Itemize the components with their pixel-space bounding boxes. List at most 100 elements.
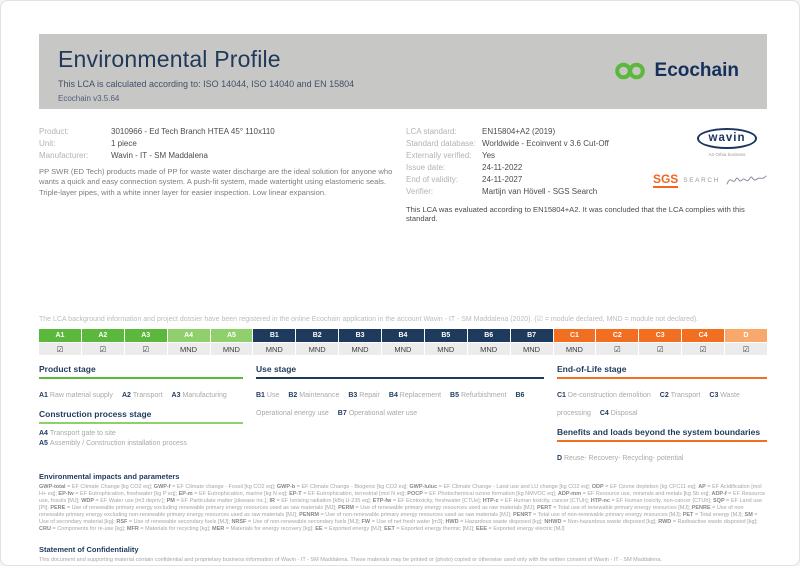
lca-info-label: Standard database: [406, 139, 476, 148]
stage-item-C1: C1 De-construction demolition [557, 392, 651, 399]
stage-section: Construction process stage A4 Transport g… [39, 409, 243, 448]
wavin-tagline: An Orbia business [708, 152, 746, 157]
lca-info-label: Issue date: [406, 163, 446, 172]
wavin-logo: wavin An Orbia business [687, 128, 767, 157]
module-status-B7: MND [510, 342, 554, 355]
stage-item-A3: A3 Manufacturing [171, 392, 227, 399]
lca-info-row: Issue date: 24-11-2022 [406, 162, 767, 174]
stage-item-D: D Reuse- Recovery- Recycling- potential [557, 455, 684, 462]
stage-item-C4: C4 Disposal [599, 410, 638, 417]
module-header-A3: A3 [124, 329, 168, 342]
lca-info-label: Externally verified: [406, 151, 472, 160]
stage-section: Product stage A1 Raw material supply A2 Tr… [39, 364, 243, 402]
module-header-C4: C4 [682, 329, 725, 342]
lca-info-value: 24-11-2027 [482, 175, 523, 184]
stage-section-title: Use stage [256, 364, 544, 379]
lca-info-block: LCA standard: EN15804+A2 (2019) Standard d… [406, 126, 767, 223]
stage-column-3: End-of-Life stage C1 De-construction demo… [557, 364, 767, 465]
stage-items: A1 Raw material supply A2 Transport A3 Man… [39, 384, 243, 402]
module-header-D: D [725, 329, 767, 342]
stage-item-B7: B7 Operational water use [337, 410, 418, 417]
app-version: Ecochain v3.5.64 [58, 94, 120, 103]
stage-item-B5: B5 Refurbishment [450, 392, 507, 399]
product-info-row: Manufacturer: Wavin - IT - SM Maddalena [39, 150, 406, 162]
stage-section: End-of-Life stage C1 De-construction demo… [557, 364, 767, 420]
module-status-C3: ☑ [639, 342, 683, 355]
lca-info-table: LCA standard: EN15804+A2 (2019) Standard d… [406, 126, 767, 198]
stage-section-title: Product stage [39, 364, 243, 379]
module-status-C4: ☑ [682, 342, 725, 355]
lca-info-label: End of validity: [406, 175, 459, 184]
header-subtitle: This LCA is calculated according to: ISO… [58, 79, 355, 89]
product-info-value: Wavin - IT - SM Maddalena [111, 151, 208, 160]
stage-section-title: Construction process stage [39, 409, 243, 424]
stage-item-B6: B6 Operational energy use [256, 392, 525, 417]
module-header-A2: A2 [81, 329, 125, 342]
stage-item-B1: B1 Use [256, 392, 280, 399]
module-header-A5: A5 [210, 329, 254, 342]
ecochain-logo-text: Ecochain [654, 60, 739, 81]
lca-info-label: Verifier: [406, 187, 434, 196]
stage-items: A4 Transport gate to site A5 Assembly / C… [39, 429, 243, 448]
lca-info-row: Standard database: Worldwide - Ecoinvent … [406, 138, 767, 150]
stage-section-title: End-of-Life stage [557, 364, 767, 379]
module-header-B7: B7 [510, 329, 554, 342]
module-status-A5: MND [210, 342, 254, 355]
module-status-A3: ☑ [124, 342, 168, 355]
module-status-C1: MND [553, 342, 597, 355]
header-band: Environmental Profile This LCA is calcul… [39, 34, 767, 109]
module-status-B5: MND [424, 342, 468, 355]
ecochain-infinity-icon [614, 62, 645, 80]
impacts-title: Environmental impacts and parameters [39, 472, 180, 481]
module-header-A4: A4 [167, 329, 211, 342]
confidentiality-text: This document and supporting material co… [39, 557, 662, 563]
verifier-signature-icon [726, 175, 767, 185]
module-header-C3: C3 [639, 329, 683, 342]
confidentiality-title: Statement of Confidentiality [39, 545, 139, 554]
stage-item-A4: A4 Transport gate to site [39, 430, 116, 437]
sgs-logo-text: SGS [652, 171, 679, 188]
page-title: Environmental Profile [58, 46, 281, 72]
module-header-A1: A1 [39, 329, 82, 342]
product-info-label: Product: [39, 127, 69, 136]
module-header-B6: B6 [467, 329, 511, 342]
module-status-B2: MND [296, 342, 340, 355]
stage-item-A5: A5 Assembly / Construction installation … [39, 439, 187, 447]
product-description: PP SWR (ED Tech) products made of PP for… [39, 167, 393, 197]
impacts-section: Environmental impacts and parameters GWP… [39, 472, 767, 533]
sgs-search-logo: SGS SEARCH [632, 172, 767, 188]
stage-column-1: Product stage A1 Raw material supply A2 Tr… [39, 364, 243, 465]
module-status-D: ☑ [725, 342, 767, 355]
registration-note: The LCA background information and proje… [39, 316, 699, 323]
lca-info-value: EN15804+A2 (2019) [482, 127, 556, 136]
lca-info-row: Verifier: Martijn van Hövell - SGS Search [406, 186, 767, 198]
document-info-section: Product: 3010966 - Ed Tech Branch HTEA 45… [39, 126, 767, 223]
lca-info-value: 24-11-2022 [482, 163, 523, 172]
lca-info-row: End of validity: 24-11-2027 [406, 174, 767, 186]
product-info-block: Product: 3010966 - Ed Tech Branch HTEA 45… [39, 126, 406, 223]
module-values-row: ☑ ☑ ☑ MND MND MND MND MND MND MND MND MND MND ☑ ☑ ☑ ☑ [39, 342, 767, 355]
lca-info-label: LCA standard: [406, 127, 457, 136]
module-header-row: A1 A2 A3 A4 A5 B1 B2 B3 B4 B5 B6 B7 C1 C2 C3 C4 D [39, 329, 767, 342]
lca-info-value: Worldwide - Ecoinvent v 3.6 Cut-Off [482, 139, 609, 148]
module-header-B1: B1 [253, 329, 297, 342]
product-info-label: Unit: [39, 139, 56, 148]
stage-section: Use stage B1 Use B2 Maintenance B3 Repair B4… [256, 364, 544, 420]
stage-item-A2: A2 Transport [121, 392, 163, 399]
product-info-row: Product: 3010966 - Ed Tech Branch HTEA 45… [39, 126, 406, 138]
stage-section: Benefits and loads beyond the system bou… [557, 427, 767, 465]
stage-column-2: Use stage B1 Use B2 Maintenance B3 Repair B4… [256, 364, 544, 465]
product-info-table: Product: 3010966 - Ed Tech Branch HTEA 45… [39, 126, 406, 162]
module-header-C2: C2 [596, 329, 640, 342]
lifecycle-stages-legend: Product stage A1 Raw material supply A2 Tr… [39, 364, 767, 465]
stage-item-B2: B2 Maintenance [288, 392, 340, 399]
confidentiality-section: Statement of Confidentiality This docume… [39, 545, 767, 564]
module-header-B5: B5 [424, 329, 468, 342]
module-status-B4: MND [382, 342, 425, 355]
stage-item-B3: B3 Repair [348, 392, 380, 399]
module-status-B1: MND [253, 342, 297, 355]
module-header-B2: B2 [296, 329, 340, 342]
lca-info-row: LCA standard: EN15804+A2 (2019) [406, 126, 767, 138]
module-header-C1: C1 [553, 329, 597, 342]
ecochain-logo: Ecochain [614, 60, 739, 82]
